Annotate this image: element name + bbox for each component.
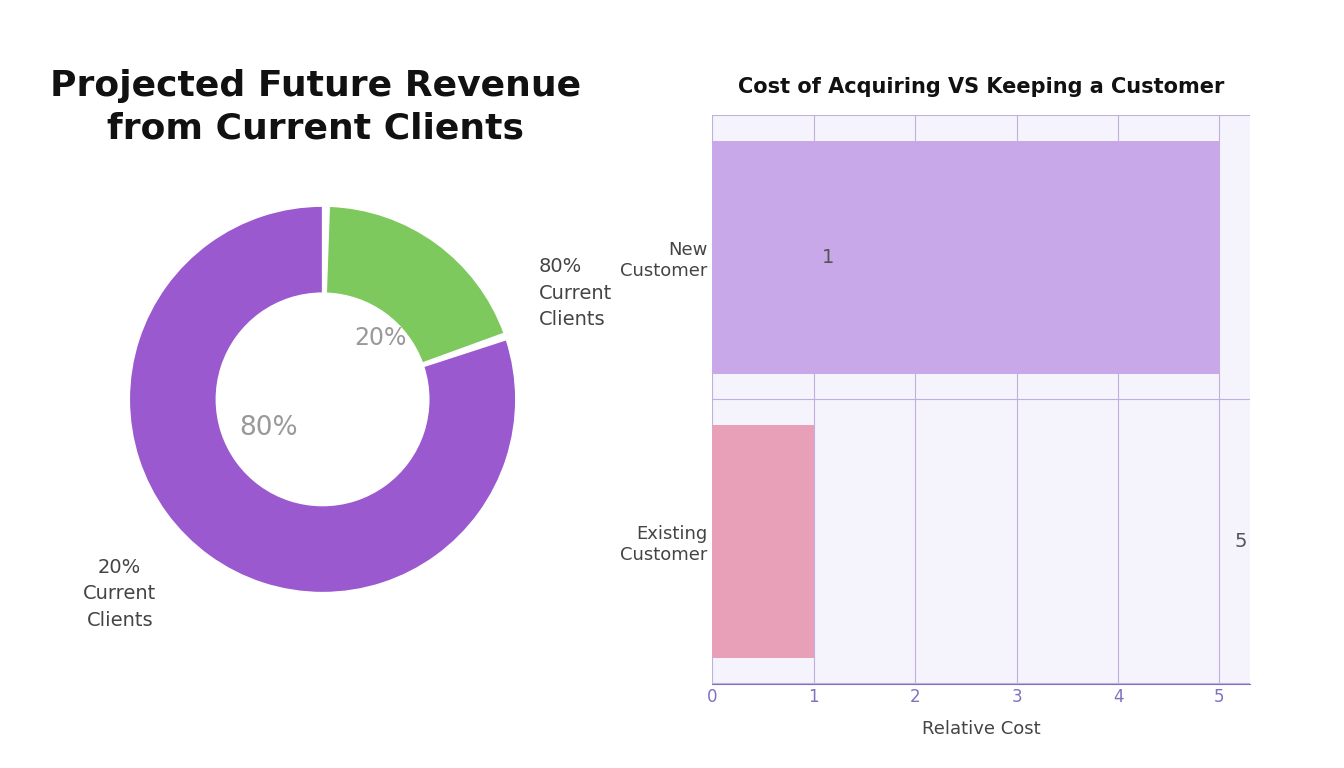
Text: 20%
Current
Clients: 20% Current Clients: [83, 558, 156, 630]
Bar: [712, 141, 1219, 374]
X-axis label: Relative Cost: Relative Cost: [922, 720, 1040, 738]
Text: 5: 5: [1235, 531, 1247, 551]
Bar: [712, 425, 813, 657]
Text: 1: 1: [823, 248, 835, 267]
Text: Projected Future Revenue
from Current Clients: Projected Future Revenue from Current Cl…: [50, 69, 582, 145]
Text: 80%: 80%: [239, 415, 298, 442]
Wedge shape: [129, 206, 516, 593]
Text: 20%: 20%: [355, 326, 407, 349]
Text: 80%
Current
Clients: 80% Current Clients: [539, 257, 613, 329]
Wedge shape: [327, 207, 504, 363]
Title: Cost of Acquiring VS Keeping a Customer: Cost of Acquiring VS Keeping a Customer: [738, 77, 1224, 97]
